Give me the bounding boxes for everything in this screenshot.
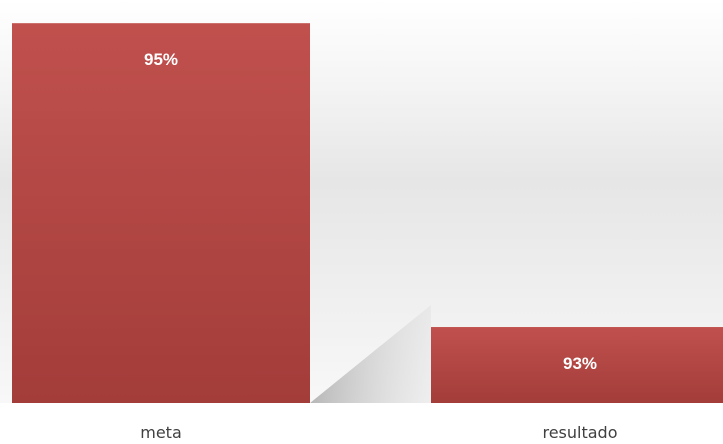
data-label-meta: 95% <box>144 50 178 69</box>
data-label-resultado: 93% <box>563 354 597 373</box>
category-label-meta: meta <box>140 423 182 442</box>
category-label-resultado: resultado <box>542 423 617 442</box>
bar-shadow-layer <box>310 305 431 403</box>
category-axis: meta resultado <box>140 423 617 442</box>
bar-meta <box>12 23 310 403</box>
bar-shadow <box>310 305 431 403</box>
bars-layer <box>12 23 723 403</box>
bar-resultado <box>431 327 723 403</box>
data-labels-layer: 95% 93% <box>144 50 597 373</box>
